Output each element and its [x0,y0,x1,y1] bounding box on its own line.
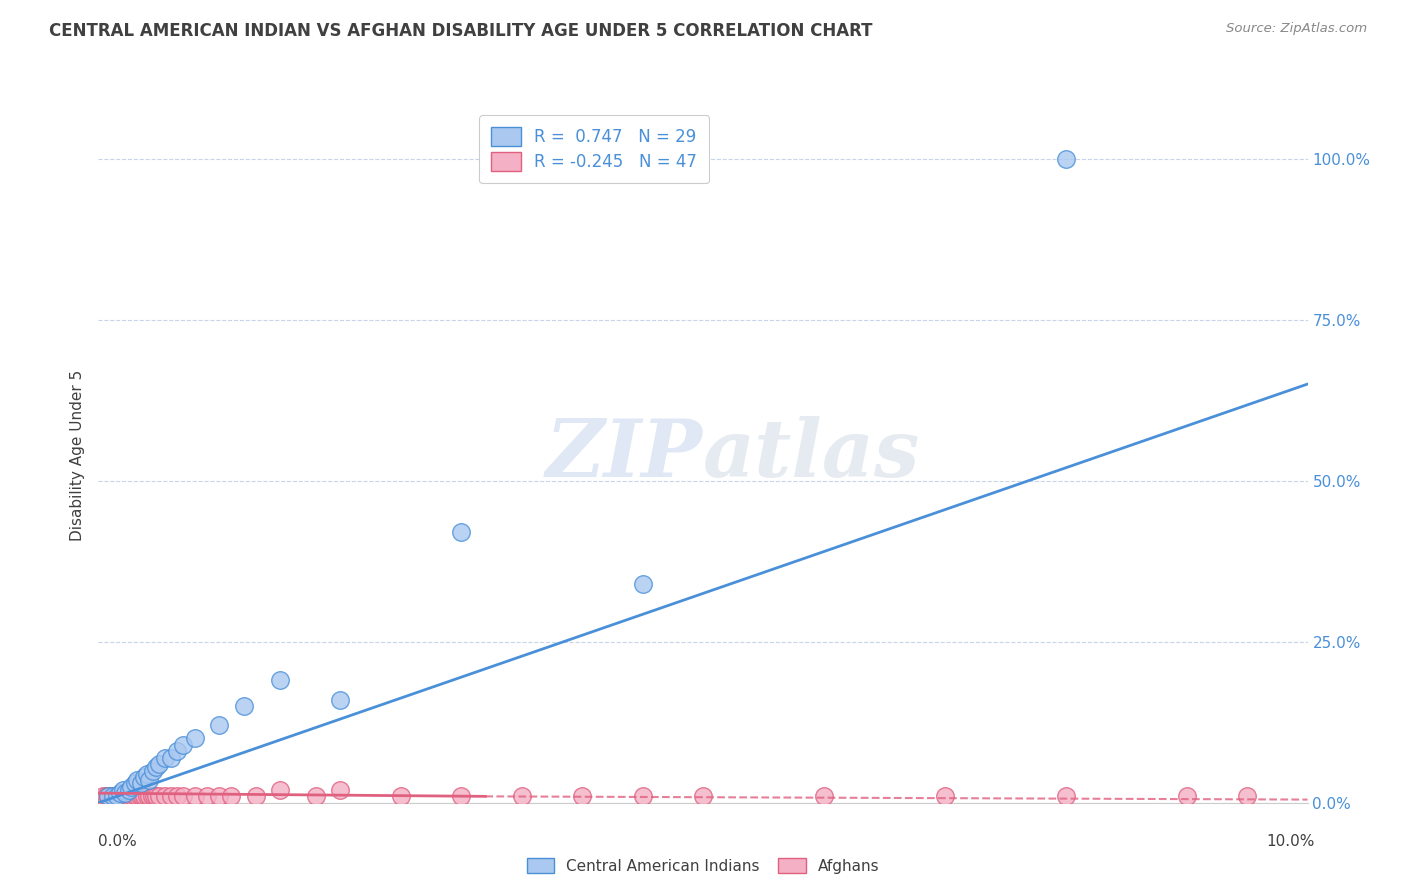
Point [153,750,176,764]
Point [117,789,139,804]
Point [571,789,593,804]
Point [127,773,149,788]
Point [134,789,156,804]
Point [1236,789,1258,804]
Point [172,738,194,752]
Point [1054,152,1077,166]
Point [172,789,194,804]
Point [141,789,163,804]
Point [208,789,231,804]
Point [138,789,160,804]
Point [118,789,141,804]
Point [138,773,160,788]
Point [329,692,352,706]
Point [450,789,472,804]
Text: 10.0%: 10.0% [1267,834,1315,849]
Point [135,789,157,804]
Point [105,789,128,804]
Text: Source: ZipAtlas.com: Source: ZipAtlas.com [1226,22,1367,36]
Point [232,699,254,714]
Y-axis label: Disability Age Under 5: Disability Age Under 5 [70,369,86,541]
Point [124,776,146,790]
Point [813,789,835,804]
Point [104,789,127,804]
Point [692,789,714,804]
Point [510,789,533,804]
Point [128,789,150,804]
Point [1054,789,1077,804]
Point [631,576,654,591]
Point [269,783,291,797]
Point [221,789,243,804]
Text: CENTRAL AMERICAN INDIAN VS AFGHAN DISABILITY AGE UNDER 5 CORRELATION CHART: CENTRAL AMERICAN INDIAN VS AFGHAN DISABI… [49,22,873,40]
Point [127,789,149,804]
Point [111,789,134,804]
Point [111,783,134,797]
Legend: R =  0.747   N = 29, R = -0.245   N = 47: R = 0.747 N = 29, R = -0.245 N = 47 [479,115,709,183]
Point [148,757,170,772]
Point [142,764,165,778]
Point [305,789,328,804]
Point [101,789,124,804]
Point [145,789,167,804]
Point [94,789,117,804]
Point [131,789,153,804]
Point [118,783,141,797]
Point [1175,789,1198,804]
Point [160,789,183,804]
Point [184,731,207,746]
Point [101,789,124,804]
Point [107,789,129,804]
Point [114,786,136,800]
Point [91,789,114,804]
Point [134,770,156,784]
Point [269,673,291,688]
Point [97,789,120,804]
Point [329,783,352,797]
Text: 0.0%: 0.0% [98,834,138,849]
Point [166,744,188,758]
Point [114,789,136,804]
Point [100,789,122,804]
Point [97,789,120,804]
Point [195,789,218,804]
Point [184,789,207,804]
Point [245,789,267,804]
Point [389,789,412,804]
Point [121,789,143,804]
Point [148,789,170,804]
Legend: Central American Indians, Afghans: Central American Indians, Afghans [520,852,886,880]
Point [160,750,183,764]
Point [208,718,231,732]
Point [108,786,131,800]
Point [631,789,654,804]
Point [450,525,472,540]
Point [108,789,131,804]
Point [934,789,956,804]
Point [135,766,157,781]
Point [129,776,152,790]
Point [124,789,146,804]
Point [153,789,176,804]
Text: ZIP: ZIP [546,417,703,493]
Point [145,760,167,774]
Point [166,789,188,804]
Point [120,780,142,794]
Text: atlas: atlas [703,417,921,493]
Point [143,789,166,804]
